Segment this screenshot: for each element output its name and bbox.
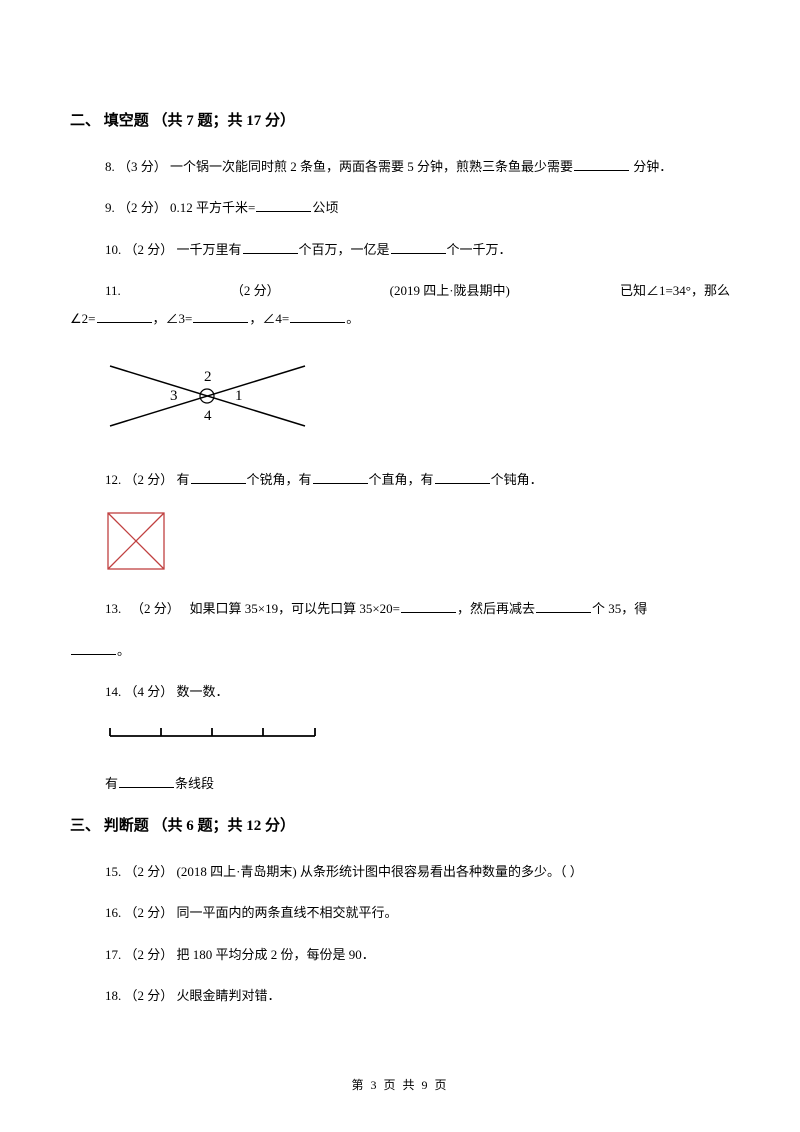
q12-blank1 bbox=[191, 470, 246, 484]
q11-blank1 bbox=[97, 309, 152, 323]
q11-line1: 11. （2 分） (2019 四上·陇县期中) 已知∠1=34°，那么 bbox=[70, 279, 730, 302]
q16-t1: 同一平面内的两条直线不相交就平行。 bbox=[173, 905, 397, 920]
q10-num: 10. bbox=[105, 242, 125, 257]
q16: 16. （2 分） 同一平面内的两条直线不相交就平行。 bbox=[70, 901, 730, 924]
q13: 13. （2 分） 如果口算 35×19，可以先口算 35×20= ，然后再减去 个… bbox=[70, 597, 730, 620]
q9-pts: （2 分） bbox=[118, 200, 167, 215]
q13-t2: ，然后再减去 bbox=[457, 601, 535, 616]
q10-pts: （2 分） bbox=[125, 242, 174, 257]
q12-blank3 bbox=[435, 470, 490, 484]
q13-line2: 。 bbox=[70, 639, 730, 662]
q15-pts: （2 分） bbox=[125, 864, 174, 879]
q11-label-2: 2 bbox=[204, 369, 212, 385]
q14-line2: 有 条线段 bbox=[70, 772, 730, 795]
q12-figure bbox=[105, 510, 730, 579]
q11-t3: ，∠3= bbox=[153, 311, 193, 326]
q18-num: 18. bbox=[105, 988, 125, 1003]
q17-num: 17. bbox=[105, 947, 125, 962]
q15-t1: 从条形统计图中很容易看出各种数量的多少。（ ） bbox=[300, 864, 583, 879]
q18: 18. （2 分） 火眼金睛判对错． bbox=[70, 984, 730, 1007]
q12-num: 12. bbox=[105, 472, 125, 487]
q11-figure: 1 2 3 4 bbox=[105, 348, 730, 450]
q11-num: 11. bbox=[105, 279, 121, 302]
q10-t3: 个一千万． bbox=[447, 242, 512, 257]
q18-pts: （2 分） bbox=[125, 988, 174, 1003]
q12-t2: 个锐角，有 bbox=[247, 472, 312, 487]
q16-num: 16. bbox=[105, 905, 125, 920]
q15-src: (2018 四上·青岛期末) bbox=[173, 864, 300, 879]
q15: 15. （2 分） (2018 四上·青岛期末) 从条形统计图中很容易看出各种数… bbox=[70, 860, 730, 883]
q12-t1: 有 bbox=[173, 472, 189, 487]
q11-t1: 已知∠1=34°，那么 bbox=[620, 279, 730, 302]
page-footer: 第 3 页 共 9 页 bbox=[0, 1075, 800, 1097]
q16-pts: （2 分） bbox=[125, 905, 174, 920]
q13-blank3 bbox=[71, 641, 116, 655]
q11-label-4: 4 bbox=[204, 408, 212, 424]
q14-t2: 有 bbox=[105, 776, 118, 791]
q14-figure bbox=[105, 721, 730, 753]
q10-blank2 bbox=[391, 240, 446, 254]
q12: 12. （2 分） 有 个锐角，有 个直角，有 个钝角． bbox=[70, 468, 730, 491]
q15-num: 15. bbox=[105, 864, 125, 879]
q12-t3: 个直角，有 bbox=[369, 472, 434, 487]
q9-num: 9. bbox=[105, 200, 118, 215]
q9-t2: 公顷 bbox=[312, 200, 338, 215]
q11-label-1: 1 bbox=[235, 388, 243, 404]
q8: 8. （3 分） 一个锅一次能同时煎 2 条鱼，两面各需要 5 分钟，煎熟三条鱼… bbox=[70, 155, 730, 178]
q14: 14. （4 分） 数一数． bbox=[70, 680, 730, 703]
q17: 17. （2 分） 把 180 平均分成 2 份，每份是 90． bbox=[70, 943, 730, 966]
q13-t3: 个 35，得 bbox=[592, 601, 647, 616]
q12-pts: （2 分） bbox=[125, 472, 174, 487]
q9-t1: 0.12 平方千米= bbox=[167, 200, 256, 215]
q11-blank2 bbox=[193, 309, 248, 323]
q9: 9. （2 分） 0.12 平方千米= 公顷 bbox=[70, 196, 730, 219]
q10-t1: 一千万里有 bbox=[173, 242, 241, 257]
q8-pts: （3 分） bbox=[118, 159, 167, 174]
q17-pts: （2 分） bbox=[125, 947, 174, 962]
q9-blank bbox=[256, 198, 311, 212]
q8-t1: 一个锅一次能同时煎 2 条鱼，两面各需要 5 分钟，煎熟三条鱼最少需要 bbox=[167, 159, 573, 174]
q17-t1: 把 180 平均分成 2 份，每份是 90． bbox=[173, 947, 375, 962]
q14-t3: 条线段 bbox=[175, 776, 214, 791]
q8-num: 8. bbox=[105, 159, 118, 174]
q11-t2: ∠2= bbox=[70, 311, 96, 326]
q14-blank bbox=[119, 774, 174, 788]
q14-num: 14. bbox=[105, 684, 125, 699]
q8-blank bbox=[574, 157, 629, 171]
section2-header: 二、 填空题 （共 7 题；共 17 分） bbox=[70, 108, 730, 135]
q11-t5: 。 bbox=[346, 311, 359, 326]
q8-t2: 分钟． bbox=[630, 159, 672, 174]
q13-pts: （2 分） bbox=[131, 601, 180, 616]
q13-blank1 bbox=[401, 599, 456, 613]
q12-blank2 bbox=[313, 470, 368, 484]
q13-blank2 bbox=[536, 599, 591, 613]
q11-blank3 bbox=[290, 309, 345, 323]
q18-t1: 火眼金睛判对错． bbox=[173, 988, 280, 1003]
section3-header: 三、 判断题 （共 6 题；共 12 分） bbox=[70, 813, 730, 840]
q10: 10. （2 分） 一千万里有 个百万，一亿是 个一千万． bbox=[70, 238, 730, 261]
q14-pts: （4 分） bbox=[125, 684, 174, 699]
q11-t4: ，∠4= bbox=[249, 311, 289, 326]
q11-line2: ∠2= ，∠3= ，∠4= 。 bbox=[70, 307, 730, 330]
q11-pts: （2 分） bbox=[231, 279, 280, 302]
q12-t4: 个钝角． bbox=[491, 472, 543, 487]
q11-label-3: 3 bbox=[170, 388, 178, 404]
q13-num: 13. bbox=[105, 601, 125, 616]
q13-t4: 。 bbox=[117, 643, 130, 658]
q11-src: (2019 四上·陇县期中) bbox=[390, 279, 510, 302]
q10-blank1 bbox=[243, 240, 298, 254]
q14-t1: 数一数． bbox=[173, 684, 228, 699]
q13-t1: 如果口算 35×19，可以先口算 35×20= bbox=[186, 601, 400, 616]
q10-t2: 个百万，一亿是 bbox=[299, 242, 390, 257]
